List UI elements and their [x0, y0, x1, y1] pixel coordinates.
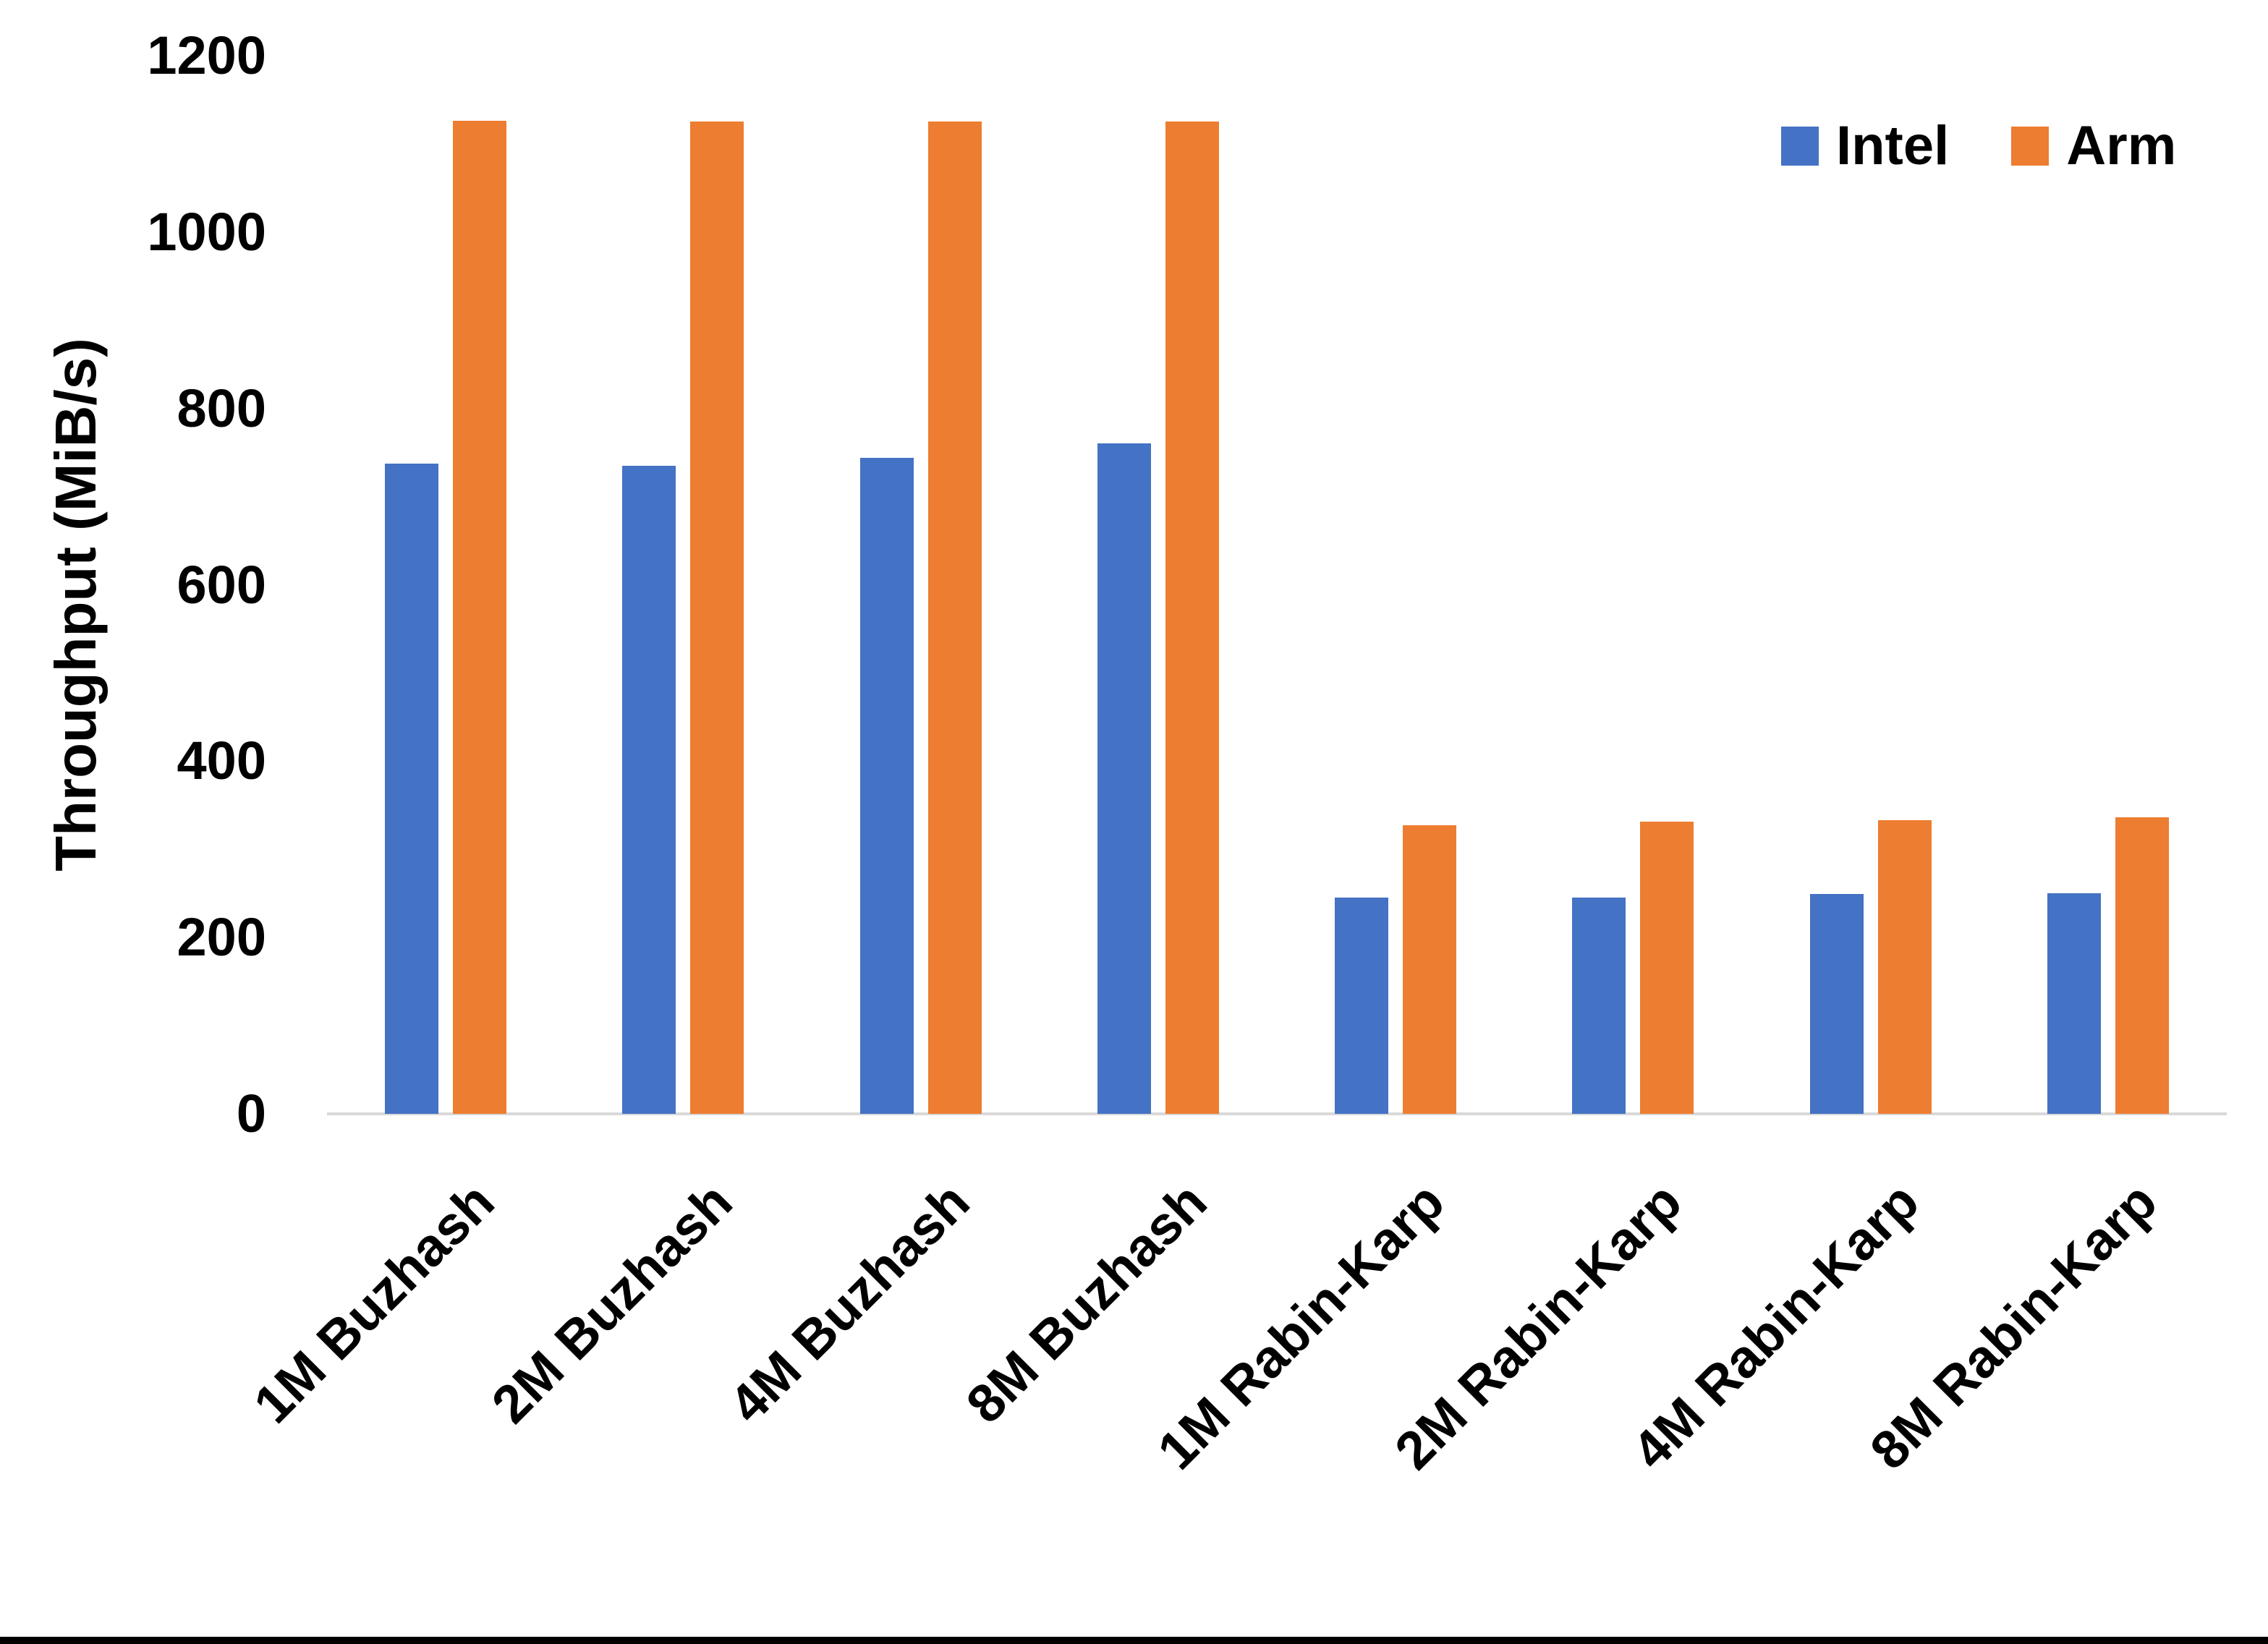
- x-category-label: 2M Buzhash: [480, 1171, 744, 1435]
- y-tick-label: 800: [177, 378, 266, 438]
- bar-intel-3: [859, 457, 914, 1114]
- legend-swatch-intel: [1781, 127, 1819, 166]
- x-category-label: 1M Buzhash: [242, 1171, 506, 1435]
- bar-arm-5: [1403, 825, 1457, 1114]
- legend-item-arm: Arm: [2011, 110, 2176, 182]
- bar-intel-1: [385, 464, 439, 1114]
- y-tick-label: 400: [177, 731, 266, 791]
- bar-arm-7: [1877, 820, 1932, 1114]
- bar-arm-2: [690, 122, 744, 1114]
- bar-intel-2: [622, 465, 676, 1114]
- bar-intel-8: [2047, 893, 2101, 1114]
- legend: Intel Arm: [1781, 110, 2176, 182]
- legend-item-intel: Intel: [1781, 110, 1949, 182]
- bar-arm-1: [453, 121, 507, 1114]
- y-tick-label: 600: [177, 554, 266, 615]
- x-axis-line: [327, 1112, 2227, 1115]
- bar-arm-6: [1640, 822, 1694, 1114]
- y-tick-label: 1200: [147, 25, 266, 85]
- legend-label: Intel: [1836, 115, 1950, 176]
- legend-label: Arm: [2066, 115, 2177, 176]
- bar-arm-4: [1165, 122, 1219, 1114]
- x-category-label: 4M Buzhash: [717, 1171, 981, 1435]
- y-tick-label: 1000: [147, 201, 266, 262]
- y-tick-label: 200: [177, 907, 266, 968]
- y-tick-label: 0: [236, 1083, 266, 1143]
- legend-swatch-arm: [2011, 127, 2050, 166]
- bar-intel-6: [1572, 898, 1626, 1114]
- bar-intel-7: [1809, 894, 1864, 1114]
- bar-intel-4: [1097, 443, 1151, 1114]
- bar-arm-3: [927, 122, 982, 1114]
- bottom-border-line: [0, 1637, 2268, 1644]
- bar-intel-5: [1335, 898, 1389, 1114]
- bar-arm-8: [2115, 817, 2169, 1114]
